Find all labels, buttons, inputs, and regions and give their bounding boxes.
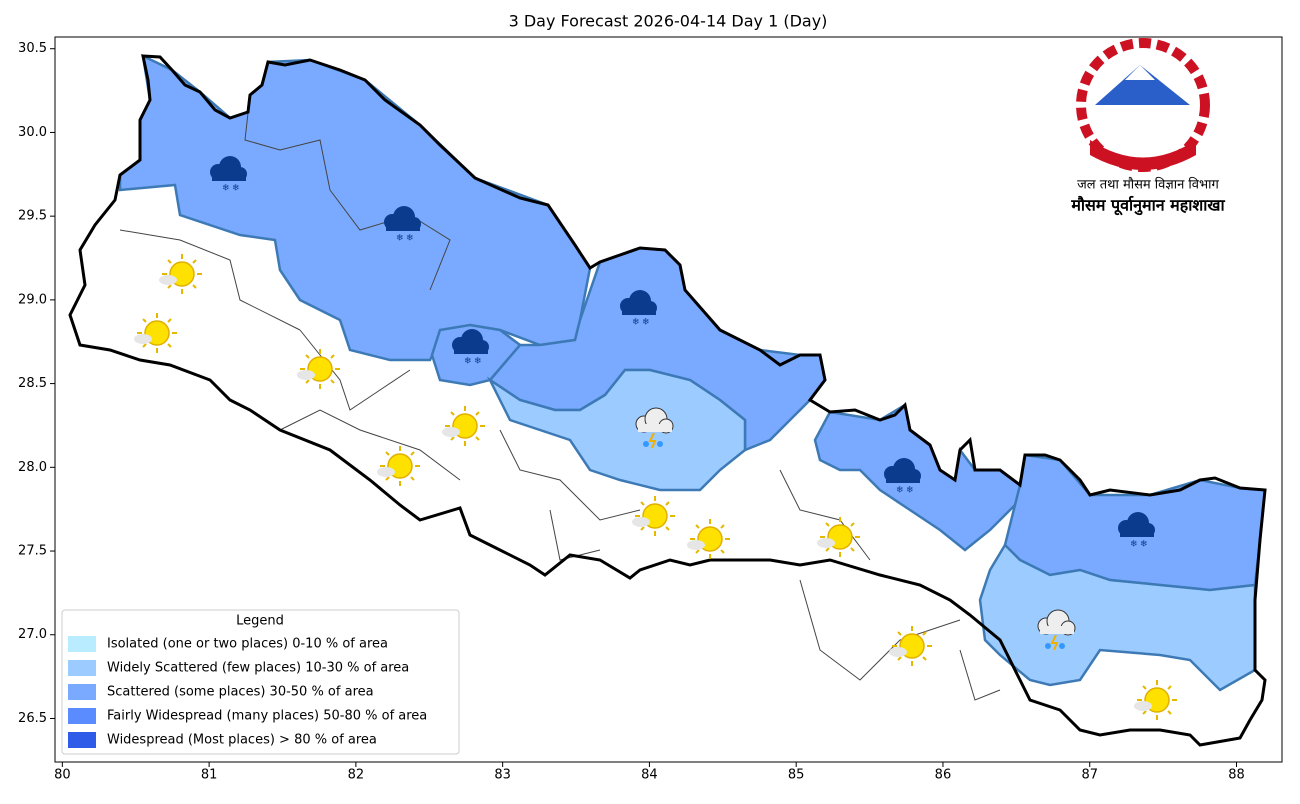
legend-label: Widely Scattered (few places) 10-30 % of…: [107, 661, 409, 676]
y-tick-label: 27.5: [18, 544, 47, 559]
legend-box: [61, 609, 460, 755]
logo-department: जल तथा मौसम विज्ञान विभाग: [1077, 177, 1219, 193]
y-tick-label: 28.5: [18, 376, 47, 391]
legend-swatch: [68, 684, 96, 700]
axes-frame: [54, 36, 1283, 763]
x-tick-label: 81: [201, 768, 218, 783]
logo: जल तथा मौसम विज्ञान विभाग मौसम पूर्वानुम…: [1070, 38, 1226, 216]
x-tick-label: 84: [641, 768, 658, 783]
legend: Legend: [61, 609, 460, 755]
y-tick-label: 29.0: [18, 292, 47, 307]
legend-swatch: [68, 732, 96, 748]
legend-swatch: [68, 708, 96, 724]
x-tick-label: 86: [935, 768, 952, 783]
region-scattered: [118, 53, 592, 362]
country-outline: [68, 54, 1267, 747]
legend-label: Fairly Widespread (many places) 50-80 % …: [107, 709, 427, 724]
y-tick-label: 30.0: [18, 125, 47, 140]
x-tick-label: 83: [494, 768, 511, 783]
district-boundaries: [119, 94, 1001, 701]
y-tick-label: 30.5: [18, 41, 47, 56]
x-tick-label: 80: [54, 768, 71, 783]
x-tick-label: 82: [348, 768, 365, 783]
x-tick-label: 88: [1228, 768, 1245, 783]
y-tick-label: 26.5: [18, 711, 47, 726]
map-title: 3 Day Forecast 2026-04-14 Day 1 (Day): [509, 12, 828, 31]
legend-label: Scattered (some places) 30-50 % of area: [107, 685, 374, 700]
logo-division: मौसम पूर्वानुमान महाशाखा: [1070, 196, 1225, 216]
legend-label: Widespread (Most places) > 80 % of area: [107, 733, 377, 748]
legend-label: Isolated (one or two places) 0-10 % of a…: [107, 637, 388, 652]
y-tick-label: 27.0: [18, 627, 47, 642]
region-widely-scattered: [486, 368, 747, 492]
legend-swatch: [68, 660, 96, 676]
y-tick-label: 29.5: [18, 209, 47, 224]
x-tick-label: 87: [1081, 768, 1098, 783]
region-widely-scattered: [978, 542, 1257, 692]
legend-swatch: [68, 636, 96, 652]
legend-title: Legend: [236, 614, 284, 629]
x-tick-label: 85: [788, 768, 805, 783]
y-tick-label: 28.0: [18, 460, 47, 475]
